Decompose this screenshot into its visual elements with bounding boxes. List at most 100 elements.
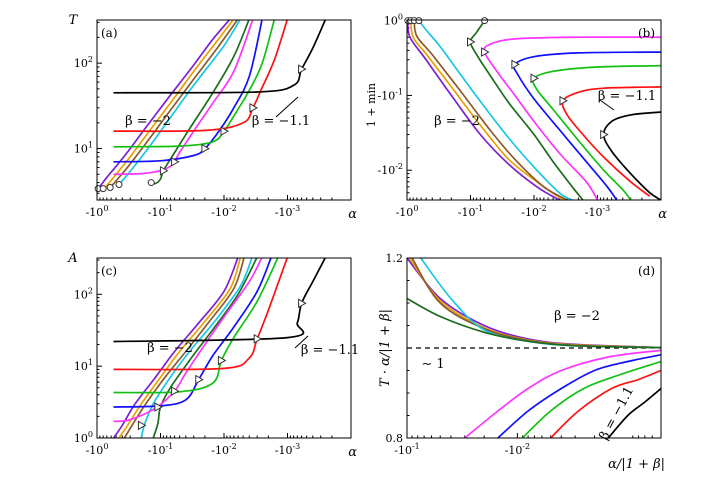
- series-line: [464, 349, 661, 438]
- series-line: [113, 258, 263, 423]
- turning-marker: [559, 95, 568, 106]
- beta-annotation: β = −2: [147, 341, 193, 356]
- beta-annotation: β = −2: [125, 114, 171, 129]
- x-axis-label: α: [348, 207, 357, 222]
- turning-marker: [137, 420, 147, 431]
- series-line: [123, 258, 245, 438]
- series-line: [152, 258, 258, 438]
- y-axis-label: A: [67, 251, 77, 266]
- turning-marker: [467, 37, 476, 47]
- series-line: [483, 36, 661, 200]
- x-tick-label: -10-2: [211, 204, 237, 219]
- panel-b: -100 -10-1 -10-2 -10-3 100 -10-1 -10-2 (b) α 1 + …: [365, 13, 667, 222]
- turning-marker: [201, 143, 210, 154]
- turning-marker: [530, 73, 540, 84]
- x-tick-label: -10-2: [211, 442, 237, 457]
- beta-annotation: β = −1.1: [301, 343, 359, 358]
- series-group: [407, 20, 661, 200]
- beta-annotation: β = −2: [434, 114, 480, 129]
- panel-label: (a): [101, 26, 118, 40]
- x-tick-label: -10-3: [275, 442, 301, 457]
- series-line: [408, 258, 661, 349]
- series-line: [113, 258, 289, 371]
- turning-marker: [511, 59, 520, 70]
- plot-frame: [96, 257, 352, 439]
- y-tick-label: 100: [384, 13, 403, 28]
- reference-label: ∼ 1: [421, 357, 444, 372]
- x-tick-label: -10-3: [275, 204, 301, 219]
- turning-marker: [600, 129, 609, 140]
- series-line: [550, 369, 661, 438]
- series-line: [113, 20, 263, 163]
- panel-a: -100 -10-1 -10-2 -10-3 101 102 (a) α Tβ = −2 β = …: [69, 13, 358, 222]
- series-line: [118, 258, 242, 438]
- plot-frame: [406, 257, 662, 439]
- x-tick-label: -10-2: [505, 442, 531, 457]
- turning-marker: [217, 355, 227, 366]
- series-line: [118, 20, 241, 186]
- x-axis-label: α: [658, 207, 667, 222]
- series-line: [113, 20, 327, 94]
- series-line: [97, 20, 231, 190]
- series-line: [407, 258, 661, 349]
- series-line: [112, 258, 239, 438]
- series-line: [411, 258, 661, 349]
- series-line: [150, 20, 250, 185]
- turning-marker: [220, 126, 230, 136]
- series-line: [140, 258, 253, 438]
- plot-frame: [96, 19, 352, 201]
- series-line: [497, 353, 661, 438]
- turning-marker: [171, 386, 180, 396]
- start-marker: [99, 185, 107, 193]
- series-line: [607, 387, 661, 438]
- plot-frame: [406, 19, 662, 201]
- y-tick-label: 100: [74, 430, 93, 445]
- panel-label: (d): [638, 264, 655, 278]
- panel-label: (c): [101, 264, 117, 278]
- series-line: [512, 51, 661, 200]
- y-axis-label: T · α/|1 + β|: [378, 309, 393, 387]
- series-line: [113, 258, 327, 343]
- x-tick-label: -10-3: [585, 204, 611, 219]
- turning-marker: [171, 156, 180, 167]
- beta-annotation: β = −1.1: [598, 89, 656, 104]
- y-tick-label: 102: [74, 286, 93, 301]
- y-tick-label: 101: [74, 141, 93, 156]
- turning-marker: [159, 165, 169, 176]
- x-axis-label: α: [348, 445, 357, 460]
- series-line: [420, 258, 661, 349]
- turning-marker: [298, 298, 307, 309]
- annotation-leader: [599, 99, 615, 111]
- start-marker: [115, 180, 123, 188]
- x-tick-label: -10-1: [458, 204, 484, 219]
- x-tick-label: -10-1: [394, 442, 420, 457]
- x-tick-label: -10-2: [521, 204, 547, 219]
- start-marker: [481, 17, 489, 25]
- start-marker: [147, 179, 155, 187]
- series-line: [532, 64, 661, 200]
- annotation-leader: [275, 96, 299, 118]
- start-marker: [106, 184, 114, 192]
- series-line: [113, 20, 276, 148]
- turning-marker: [154, 402, 163, 412]
- turning-marker: [298, 64, 307, 75]
- x-tick-label: -10-1: [148, 442, 174, 457]
- series-group: [407, 258, 661, 438]
- start-marker: [415, 17, 423, 25]
- y-axis-label: 1 + min: [365, 83, 378, 127]
- y-tick-label: -10-1: [377, 87, 403, 102]
- series-group: [97, 20, 327, 190]
- turning-marker: [249, 102, 258, 113]
- panel-c: -100 -10-1 -10-2 -10-3 100 101 102 (c) α Aβ = −2 β…: [67, 251, 359, 460]
- x-tick-label: -100: [396, 204, 419, 219]
- series-line: [469, 20, 584, 200]
- panel-label: (b): [638, 26, 655, 40]
- series-line: [561, 86, 661, 197]
- series-line: [109, 20, 239, 189]
- series-line: [407, 20, 560, 200]
- x-tick-label: -10-1: [148, 204, 174, 219]
- series-line: [407, 297, 661, 349]
- turning-marker: [481, 47, 490, 57]
- y-tick-label: 0.8: [386, 432, 404, 445]
